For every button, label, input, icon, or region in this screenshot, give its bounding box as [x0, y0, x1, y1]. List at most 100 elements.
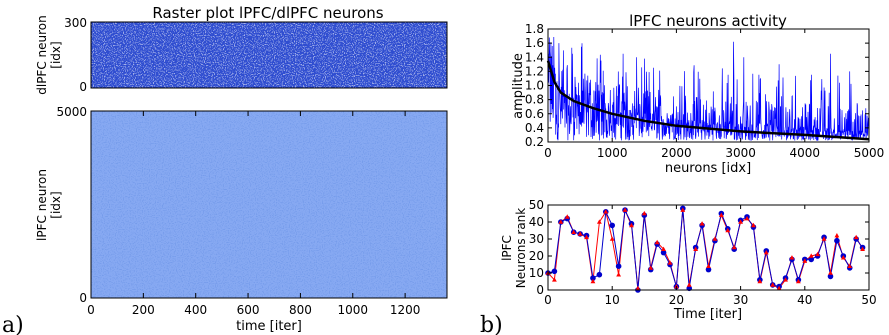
rank-point-triangle	[789, 255, 795, 260]
x-tick-label: 200	[132, 303, 155, 317]
dlpfc-ytick-bottom: 0	[79, 80, 87, 94]
dlpfc-raster-spikes	[91, 22, 447, 88]
rank-point-triangle	[654, 239, 660, 245]
lpfc-ytick-top: 5000	[56, 105, 87, 119]
rank-point-circle	[551, 268, 558, 275]
x-tick-label: 4000	[790, 146, 821, 160]
x-tick-label: 50	[861, 293, 876, 307]
rank-point-triangle	[584, 234, 589, 240]
y-tick-label: 40	[529, 215, 544, 229]
y-tick-label: 1.6	[525, 36, 544, 50]
x-tick-label: 1200	[390, 303, 421, 317]
rank-point-triangle	[738, 219, 743, 224]
rank-point-circle	[705, 266, 712, 273]
rank-point-triangle	[763, 250, 769, 255]
dlpfc-ylabel: dlPFC neuron[idx]	[35, 15, 63, 95]
rank-point-circle	[808, 256, 815, 263]
y-tick-label: 50	[529, 198, 544, 212]
rank-point-triangle	[712, 236, 718, 241]
rank-point-triangle	[648, 265, 654, 270]
y-tick-label: 0.8	[525, 93, 544, 107]
lpfc-raster-spikes	[91, 111, 447, 298]
rank-point-triangle	[590, 278, 596, 284]
x-tick-label: 2000	[661, 146, 692, 160]
activity-ylabel: amplitude	[511, 53, 526, 119]
rank-point-triangle	[552, 277, 557, 282]
activity-title: lPFC neurons activity	[629, 12, 787, 30]
activity-ticks: 0 1000 2000 3000 4000 50000.20.40.60.81.01.21…	[525, 22, 884, 160]
activity-chart: lPFC neurons activity 0 1000 2000 3000 4000 5…	[511, 12, 884, 176]
x-tick-label: 3000	[725, 146, 756, 160]
rank-series	[545, 205, 866, 293]
lpfc-raster-xticks: 0 200 400 600 800 1000 1200	[87, 111, 420, 317]
rank-xlabel: Time [iter]	[673, 307, 742, 322]
dlpfc-raster-chart: Raster plot lPFC/dlPFC neurons 300 0 dlP…	[35, 4, 448, 95]
rank-frame	[547, 204, 870, 291]
rank-point-triangle	[802, 258, 808, 263]
y-tick-label: 20	[529, 249, 544, 263]
x-tick-label: 10	[605, 293, 620, 307]
rank-point-circle	[827, 273, 834, 280]
rank-point-triangle	[686, 282, 692, 287]
y-tick-label: 0	[536, 283, 544, 297]
rank-point-triangle	[744, 216, 750, 221]
rank-point-triangle	[667, 260, 673, 265]
rank-point-triangle	[596, 219, 602, 224]
lpfc-xlabel: time [iter]	[236, 319, 302, 334]
y-tick-label: 0.6	[525, 107, 544, 121]
y-tick-label: 1.4	[525, 50, 544, 64]
rank-point-triangle	[564, 214, 570, 219]
y-tick-label: 1.2	[525, 64, 544, 78]
lpfc-raster-chart: 0 200 400 600 800 1000 1200 5000 0 time [iter]…	[35, 105, 448, 334]
rank-point-triangle	[821, 236, 827, 241]
lpfc-ylabel: lPFC neuron[idx]	[35, 169, 63, 241]
x-tick-label: 800	[289, 303, 312, 317]
y-tick-label: 0.4	[525, 121, 544, 135]
rank-point-triangle	[751, 222, 756, 228]
rank-point-triangle	[834, 233, 840, 238]
rank-point-triangle	[706, 263, 711, 268]
rank-point-triangle	[718, 212, 724, 217]
y-tick-label: 30	[529, 232, 544, 246]
x-tick-label: 40	[797, 293, 812, 307]
lpfc-ytick-bottom: 0	[79, 291, 87, 305]
activity-decay-line	[546, 60, 870, 141]
panel-label-b: b)	[480, 313, 503, 335]
panel-label-a: a)	[2, 313, 24, 335]
rank-point-triangle	[622, 207, 628, 212]
y-tick-label: 1.8	[525, 22, 544, 36]
dlpfc-ytick-top: 300	[64, 16, 87, 30]
rank-point-circle	[590, 275, 596, 281]
rank-point-triangle	[757, 278, 763, 284]
rank-point-circle	[615, 263, 622, 270]
rank-point-triangle	[577, 231, 583, 236]
rank-ylabel: lPFCNeurons rank	[500, 208, 528, 289]
x-tick-label: 600	[237, 303, 260, 317]
rank-point-triangle	[828, 270, 833, 275]
y-tick-label: 1.0	[525, 79, 544, 93]
rank-point-triangle	[609, 236, 615, 241]
rank-point-triangle	[661, 246, 666, 251]
rank-point-triangle	[847, 263, 853, 268]
rank-point-triangle	[853, 234, 859, 240]
rank-point-triangle	[770, 282, 776, 287]
y-tick-label: 0.2	[525, 135, 544, 149]
rank-point-triangle	[795, 278, 801, 284]
x-tick-label: 400	[184, 303, 207, 317]
rank-point-triangle	[725, 227, 731, 233]
rank-point-triangle	[641, 210, 647, 216]
lpfc-raster-frame	[90, 110, 448, 299]
x-tick-label: 30	[733, 293, 748, 307]
rank-point-triangle	[680, 207, 686, 212]
rank-point-triangle	[776, 285, 782, 291]
rank-point-triangle	[693, 246, 699, 251]
rank-point-triangle	[616, 272, 622, 277]
x-tick-label: 1000	[337, 303, 368, 317]
x-tick-label: 1000	[597, 146, 628, 160]
rank-point-circle	[834, 237, 840, 244]
rank-point-circle	[609, 222, 615, 229]
rank-point-triangle	[783, 277, 788, 282]
